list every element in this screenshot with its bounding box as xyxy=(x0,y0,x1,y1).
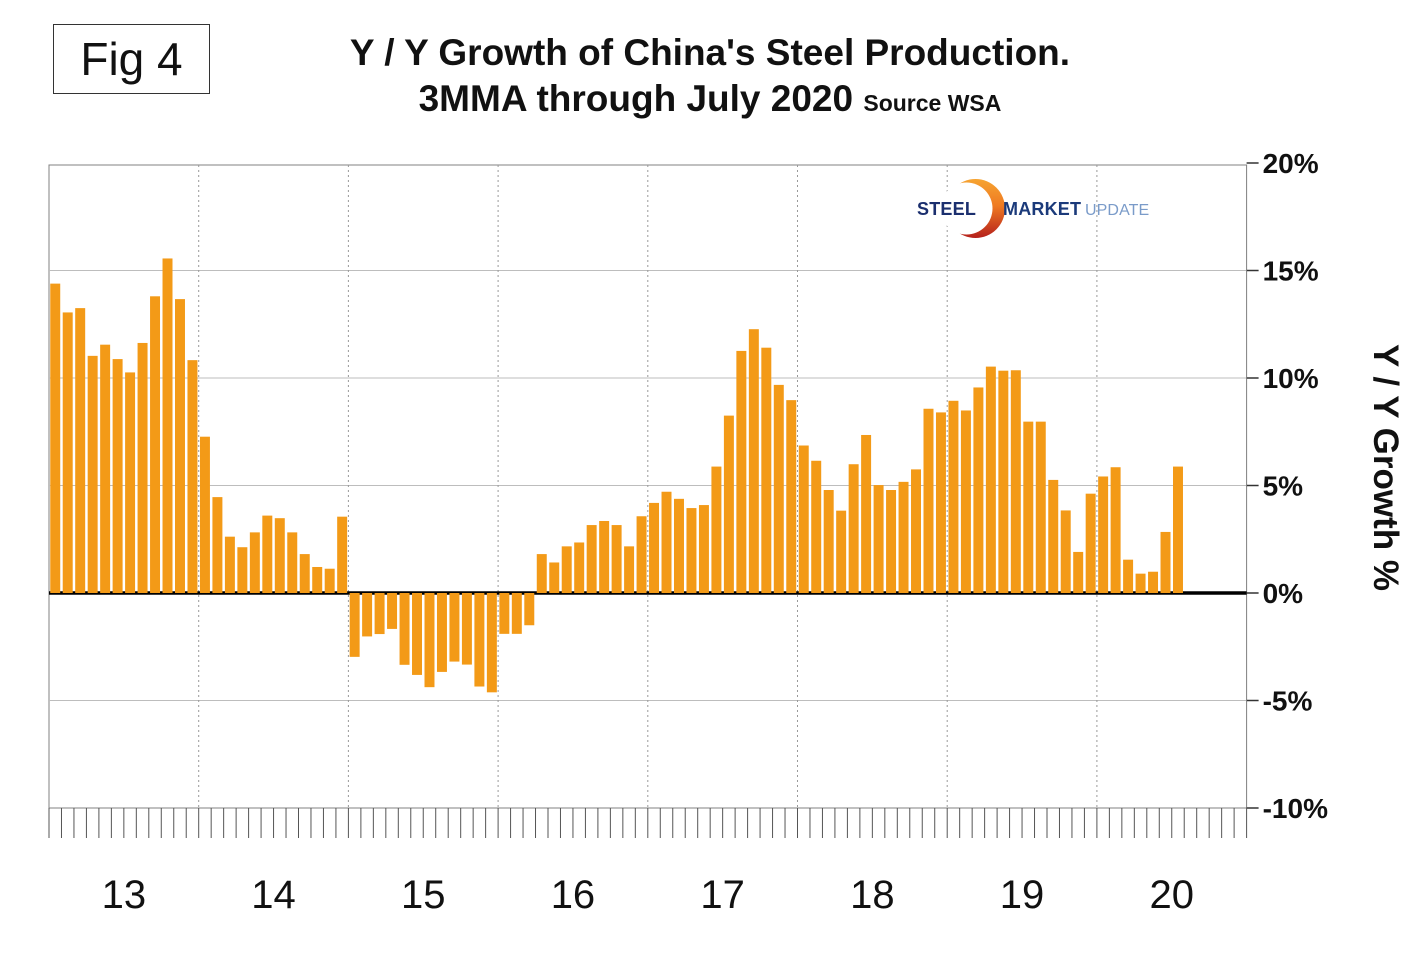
svg-text:16: 16 xyxy=(551,873,596,917)
svg-text:13: 13 xyxy=(102,873,147,917)
svg-text:17: 17 xyxy=(700,873,745,917)
svg-text:18: 18 xyxy=(850,873,895,917)
svg-text:MARKET: MARKET xyxy=(1003,199,1081,219)
svg-text:0%: 0% xyxy=(1263,578,1304,609)
svg-text:20%: 20% xyxy=(1263,148,1319,179)
svg-text:15%: 15% xyxy=(1263,256,1319,287)
svg-text:-10%: -10% xyxy=(1263,793,1328,824)
svg-text:19: 19 xyxy=(1000,873,1045,917)
svg-text:10%: 10% xyxy=(1263,363,1319,394)
svg-text:20: 20 xyxy=(1150,873,1195,917)
svg-text:Y / Y Growth %: Y / Y Growth % xyxy=(1366,344,1405,591)
svg-text:5%: 5% xyxy=(1263,471,1304,502)
svg-text:-5%: -5% xyxy=(1263,686,1313,717)
svg-text:14: 14 xyxy=(251,873,296,917)
svg-text:UPDATE: UPDATE xyxy=(1085,202,1149,219)
svg-text:15: 15 xyxy=(401,873,446,917)
svg-text:STEEL: STEEL xyxy=(917,199,976,219)
